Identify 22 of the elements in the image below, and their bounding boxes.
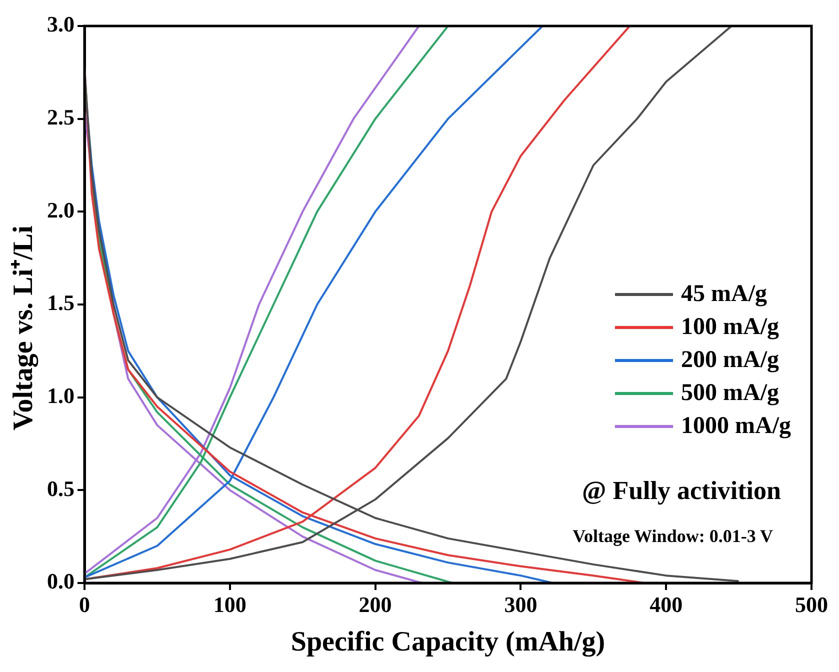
x-tick-label: 0 xyxy=(79,592,90,617)
y-axis-title: Voltage vs. Li⁺/Li xyxy=(7,226,40,430)
x-tick-label: 100 xyxy=(213,592,246,617)
legend-label: 200 mA/g xyxy=(681,347,779,374)
y-tick-label: 2.0 xyxy=(47,197,74,222)
x-tick-label: 400 xyxy=(650,592,683,617)
legend-label: 1000 mA/g xyxy=(681,413,791,440)
y-tick-label: 1.5 xyxy=(47,290,74,316)
x-tick-label: 300 xyxy=(504,592,538,617)
legend-label: 45 mA/g xyxy=(681,281,767,308)
y-tick-label: 1.0 xyxy=(47,383,74,408)
y-tick-label: 3.0 xyxy=(47,12,74,37)
y-tick-label: 0.5 xyxy=(47,476,74,501)
annotation: Voltage Window: 0.01-3 V xyxy=(572,526,773,547)
annotation: @ Fully activition xyxy=(582,476,781,506)
y-tick-label: 0.0 xyxy=(47,568,74,594)
legend-label: 100 mA/g xyxy=(681,314,779,341)
x-tick-label: 500 xyxy=(795,592,828,617)
y-tick-label: 2.5 xyxy=(47,104,74,130)
legend-label: 500 mA/g xyxy=(681,380,779,407)
x-tick-label: 200 xyxy=(358,592,392,617)
x-axis-title: Specific Capacity (mAh/g) xyxy=(290,626,606,658)
